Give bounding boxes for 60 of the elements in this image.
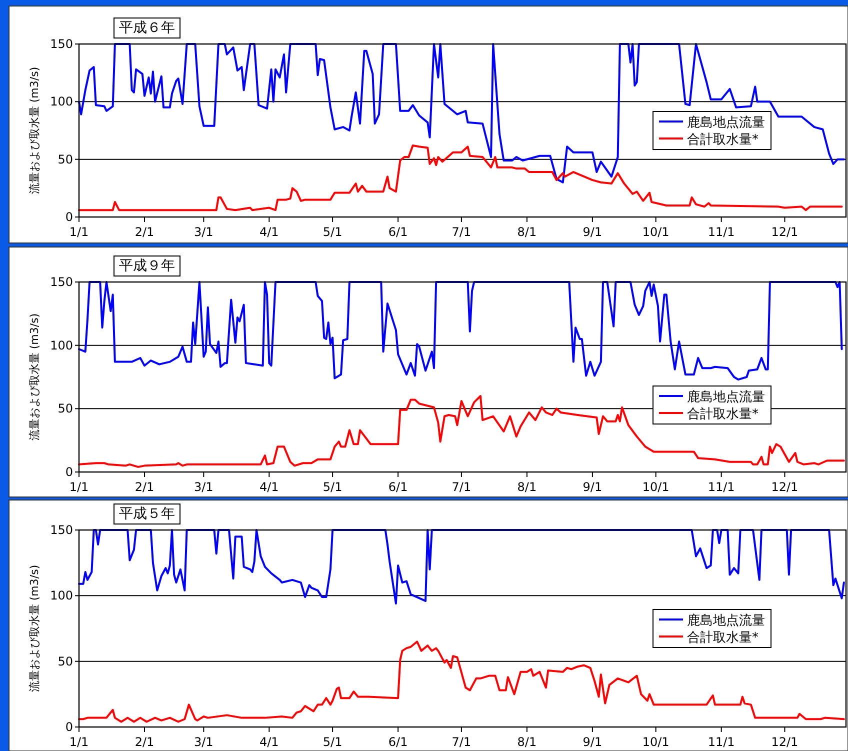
y-tick-label: 150 <box>50 523 73 537</box>
chart-title: 平成９年 <box>119 258 175 274</box>
x-tick-label: 12/1 <box>771 480 798 494</box>
y-tick-label: 50 <box>58 152 73 166</box>
x-tick-label: 7/1 <box>452 225 472 239</box>
x-tick-label: 11/1 <box>708 735 735 749</box>
x-tick-label: 8/1 <box>517 735 537 749</box>
chart-title: 平成６年 <box>119 20 175 36</box>
x-tick-label: 4/1 <box>260 225 279 239</box>
x-tick-label: 5/1 <box>322 480 342 494</box>
x-tick-label: 10/1 <box>642 735 670 749</box>
y-tick-label: 150 <box>50 275 73 289</box>
x-tick-label: 3/1 <box>194 735 214 749</box>
y-tick-label: 0 <box>65 210 73 224</box>
x-tick-label: 2/1 <box>134 225 154 239</box>
x-tick-label: 12/1 <box>771 735 798 749</box>
x-tick-label: 9/1 <box>582 480 602 494</box>
y-axis-title: 流量および取水量 (m3/s) <box>28 313 41 441</box>
x-tick-label: 11/1 <box>708 225 735 239</box>
x-tick-label: 10/1 <box>642 480 670 494</box>
x-tick-label: 1/1 <box>69 225 89 239</box>
y-tick-label: 100 <box>50 588 73 603</box>
y-tick-label: 50 <box>58 402 73 416</box>
x-tick-label: 9/1 <box>582 735 602 749</box>
x-tick-label: 3/1 <box>194 480 214 494</box>
x-tick-label: 4/1 <box>260 735 279 749</box>
x-tick-label: 10/1 <box>642 225 670 239</box>
x-tick-label: 3/1 <box>194 225 214 239</box>
x-tick-label: 8/1 <box>517 225 537 239</box>
legend-label: 鹿島地点流量 <box>687 612 765 628</box>
y-axis-title: 流量および取水量 (m3/s) <box>28 66 41 194</box>
y-tick-label: 100 <box>50 338 73 352</box>
x-tick-label: 6/1 <box>388 480 408 494</box>
y-tick-label: 100 <box>50 94 73 109</box>
x-tick-label: 5/1 <box>322 225 342 239</box>
chart-title: 平成５年 <box>119 506 175 522</box>
x-tick-label: 7/1 <box>452 480 472 494</box>
x-tick-label: 7/1 <box>452 735 472 749</box>
x-tick-label: 12/1 <box>771 225 798 239</box>
y-tick-label: 50 <box>58 654 73 668</box>
y-tick-label: 0 <box>65 465 73 479</box>
x-tick-label: 2/1 <box>134 480 154 494</box>
x-tick-label: 2/1 <box>134 735 154 749</box>
legend-label: 合計取水量* <box>687 132 759 148</box>
legend-label: 鹿島地点流量 <box>687 389 765 405</box>
x-tick-label: 5/1 <box>322 735 342 749</box>
x-tick-label: 1/1 <box>69 480 89 494</box>
legend-label: 鹿島地点流量 <box>687 114 765 130</box>
legend-label: 合計取水量* <box>687 630 759 646</box>
y-tick-label: 150 <box>50 37 73 51</box>
x-tick-label: 9/1 <box>582 225 602 239</box>
x-tick-label: 4/1 <box>260 480 279 494</box>
y-tick-label: 0 <box>65 720 73 734</box>
x-tick-label: 6/1 <box>388 225 408 239</box>
x-tick-label: 6/1 <box>388 735 408 749</box>
x-tick-label: 1/1 <box>69 735 89 749</box>
x-tick-label: 11/1 <box>708 480 735 494</box>
x-tick-label: 8/1 <box>517 480 537 494</box>
legend-label: 合計取水量* <box>687 407 759 422</box>
y-axis-title: 流量および取水量 (m3/s) <box>28 564 41 692</box>
